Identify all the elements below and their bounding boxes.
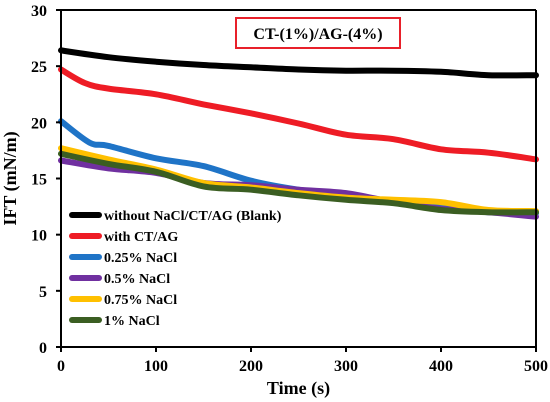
legend-item-1: with CT/AG — [69, 230, 178, 245]
legend-item-5: 1% NaCl — [69, 314, 160, 329]
legend-label: 0.25% NaCl — [104, 251, 177, 266]
series-line-0 — [58, 47, 539, 79]
legend-label: 0.75% NaCl — [104, 293, 177, 308]
x-tick-label: 200 — [239, 358, 263, 375]
annotation-border — [235, 17, 401, 49]
legend-label: 0.5% NaCl — [104, 272, 170, 287]
legend: without NaCl/CT/AG (Blank) with CT/AG 0.25… — [69, 209, 282, 329]
x-tick-label: 0 — [57, 358, 65, 375]
y-axis-label: IFT (mN/m) — [0, 131, 21, 225]
y-ticks: 0 5 10 15 20 25 30 — [31, 3, 61, 357]
legend-label: with CT/AG — [104, 230, 178, 245]
legend-label: without NaCl/CT/AG (Blank) — [104, 209, 282, 224]
series-line-1 — [58, 66, 539, 163]
x-tick-label: 100 — [144, 358, 168, 375]
y-tick-label: 0 — [39, 340, 47, 357]
annotation-text: CT-(1%)/AG-(4%) — [253, 26, 382, 43]
y-tick-label: 25 — [31, 59, 47, 76]
y-tick-label: 30 — [31, 3, 47, 20]
x-axis-label: Time (s) — [267, 378, 330, 399]
series-line-4 — [58, 145, 539, 215]
x-ticks: 0 100 200 300 400 500 — [57, 347, 548, 375]
x-tick-label: 300 — [334, 358, 358, 375]
y-tick-label: 20 — [31, 115, 47, 132]
annotation-box: CT-(1%)/AG-(4%) — [235, 17, 401, 49]
legend-label: 1% NaCl — [104, 314, 160, 329]
legend-item-4: 0.75% NaCl — [69, 293, 177, 308]
series-layer — [58, 47, 539, 220]
y-tick-label: 15 — [31, 172, 47, 189]
legend-item-3: 0.5% NaCl — [69, 272, 170, 287]
y-tick-label: 5 — [39, 284, 47, 301]
legend-item-2: 0.25% NaCl — [69, 251, 177, 266]
series-line-5 — [58, 150, 539, 216]
x-tick-label: 500 — [524, 358, 548, 375]
y-tick-label: 10 — [31, 228, 47, 245]
x-tick-label: 400 — [429, 358, 453, 375]
legend-item-0: without NaCl/CT/AG (Blank) — [69, 209, 282, 224]
